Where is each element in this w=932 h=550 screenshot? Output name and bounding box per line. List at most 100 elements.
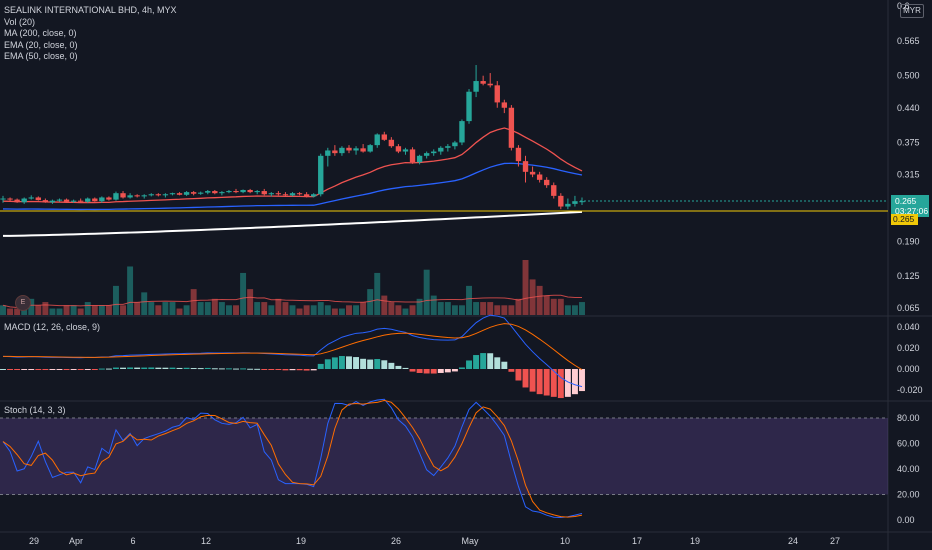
macd-histogram-bar	[148, 367, 155, 369]
macd-histogram-bar	[473, 355, 480, 369]
volume-bar	[480, 302, 487, 315]
vol-legend[interactable]: Vol (20)	[4, 16, 36, 27]
candle-body	[296, 193, 303, 195]
volume-bar	[225, 305, 232, 315]
macd-histogram-bar	[254, 368, 261, 370]
candle	[303, 192, 310, 198]
candle-body	[416, 155, 423, 163]
macd-histogram-bar	[42, 369, 49, 370]
candle-body	[438, 147, 444, 152]
candle-body	[459, 121, 465, 143]
volume-bar	[49, 308, 56, 315]
candle-body	[445, 146, 451, 148]
candle-body	[92, 198, 98, 202]
candle-body	[190, 192, 197, 194]
volume-bar	[571, 305, 578, 315]
candle-body	[21, 198, 27, 203]
stoch-tick-label: 60.00	[897, 439, 920, 449]
currency-button[interactable]: MYR	[900, 4, 924, 18]
macd-histogram-bar	[550, 369, 557, 397]
volume-bar	[113, 285, 119, 315]
volume-bar	[564, 305, 571, 315]
candle-body	[183, 192, 190, 195]
candle	[480, 75, 486, 86]
candle-body	[536, 174, 543, 180]
macd-legend[interactable]: MACD (12, 26, close, 9)	[4, 322, 101, 332]
price-tick-label: 0.500	[897, 71, 920, 81]
candle-body	[431, 151, 437, 154]
volume-bar	[148, 302, 155, 315]
volume-bar	[197, 302, 204, 315]
macd-histogram-bar	[303, 369, 310, 371]
candle-body	[395, 146, 402, 152]
price-tick-label: 0.375	[897, 137, 920, 147]
candle-body	[148, 194, 154, 196]
symbol-title[interactable]: SEALINK INTERNATIONAL BHD, 4h, MYX	[4, 5, 177, 15]
candle-body	[85, 198, 91, 202]
macd-histogram-bar	[515, 369, 522, 381]
ema50-legend[interactable]: EMA (50, close, 0)	[4, 51, 78, 62]
candle-body	[381, 134, 387, 140]
candle	[459, 119, 465, 146]
volume-bar	[501, 305, 508, 315]
candle	[49, 199, 56, 204]
countdown-value: 03:27:06	[895, 206, 929, 216]
candle	[85, 197, 91, 203]
candle-body	[261, 191, 267, 195]
candle-body	[572, 201, 578, 204]
candle	[233, 188, 239, 194]
volume-bar	[120, 305, 127, 315]
candle-body	[127, 195, 133, 198]
macd-histogram-bar	[289, 369, 296, 371]
macd-histogram-bar	[331, 357, 338, 369]
candle	[374, 133, 380, 148]
candle	[261, 188, 267, 196]
volume-bar	[346, 305, 352, 315]
macd-histogram-bar	[211, 368, 218, 370]
macd-histogram-bar	[49, 369, 56, 370]
time-tick-label: Apr	[69, 536, 83, 546]
volume-bar	[402, 308, 409, 315]
volume-bar	[296, 308, 303, 315]
macd-histogram-bar	[402, 367, 409, 369]
candle-body	[247, 189, 253, 193]
candle-body	[77, 200, 84, 202]
macd-histogram-bar	[176, 367, 183, 369]
candle-body	[551, 185, 557, 196]
macd-histogram-bar	[353, 357, 360, 369]
earnings-icon[interactable]: E	[15, 295, 31, 311]
candle	[212, 189, 218, 195]
macd-tick-label: 0.000	[897, 364, 920, 374]
candle-body	[360, 148, 366, 152]
candle-body	[63, 199, 70, 202]
macd-histogram-bar	[466, 360, 472, 369]
macd-histogram-bar	[268, 369, 275, 370]
volume-bar	[550, 298, 557, 315]
ma200-legend[interactable]: MA (200, close, 0)	[4, 28, 77, 39]
price-tick-label: 0.440	[897, 103, 920, 113]
candle	[247, 188, 253, 194]
volume-bar	[169, 302, 176, 315]
macd-histogram-bar	[374, 359, 381, 369]
ema20-legend[interactable]: EMA (20, close, 0)	[4, 39, 78, 50]
volume-ma-line	[2, 294, 582, 308]
volume-bar	[56, 308, 63, 315]
volume-bar	[176, 308, 183, 315]
macd-histogram-bar	[169, 367, 176, 369]
candle	[169, 192, 176, 196]
stoch-legend[interactable]: Stoch (14, 3, 3)	[4, 405, 66, 415]
volume-bar	[430, 295, 437, 315]
volume-bar	[543, 295, 550, 315]
macd-histogram-bar	[529, 369, 536, 392]
candle	[473, 65, 479, 98]
macd-histogram-bar	[564, 369, 571, 397]
volume-bar	[289, 305, 296, 315]
ema50-line	[2, 162, 583, 211]
volume-bar	[416, 298, 423, 315]
macd-histogram-bar	[275, 369, 282, 370]
candle-body	[176, 193, 183, 195]
macd-tick-label: 0.040	[897, 322, 920, 332]
candle	[176, 192, 183, 196]
macd-histogram-bar	[63, 369, 70, 370]
